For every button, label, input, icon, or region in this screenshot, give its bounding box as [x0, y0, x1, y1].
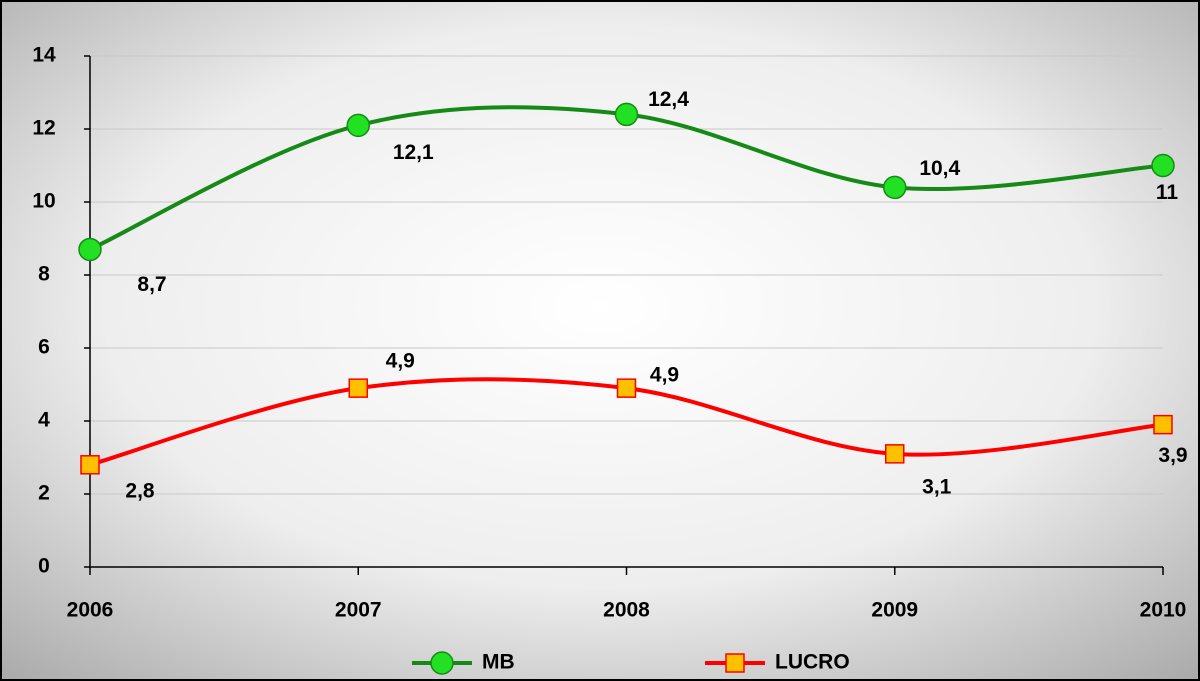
y-tick-label: 14: [32, 44, 56, 67]
y-tick-label: 6: [38, 336, 50, 359]
point: [348, 378, 368, 398]
x-tick-label: 2007: [335, 599, 382, 622]
point: [78, 237, 102, 262]
legend-label: LUCRO: [775, 651, 850, 674]
point: [1151, 153, 1175, 178]
x-tick-label: 2006: [67, 599, 114, 622]
x-tick-label: 2010: [1140, 599, 1187, 622]
point: [616, 378, 637, 398]
x-tick-label: 2009: [871, 599, 918, 622]
y-tick-label: 10: [32, 190, 55, 213]
point: [1153, 414, 1173, 435]
x-tick-label: 2008: [603, 599, 650, 622]
legend-marker: [725, 653, 745, 673]
legend-label: MB: [482, 651, 515, 674]
data-label: 12,4: [648, 88, 689, 111]
data-label: 11: [1156, 181, 1179, 204]
data-label: 8,7: [137, 273, 166, 296]
legend-marker: [430, 651, 454, 675]
data-label: 3,9: [1158, 444, 1187, 467]
y-tick-label: 8: [38, 263, 50, 286]
y-tick-label: 0: [38, 555, 50, 578]
point: [346, 113, 370, 138]
data-label: 2,8: [125, 479, 155, 502]
point: [883, 175, 907, 200]
point: [80, 455, 100, 475]
y-tick-label: 2: [38, 482, 50, 505]
data-label: 10,4: [919, 157, 960, 180]
data-label: 3,1: [922, 475, 952, 498]
data-label: 4,9: [650, 364, 679, 387]
y-tick-label: 4: [38, 409, 50, 432]
point: [885, 444, 905, 464]
data-label: 4,9: [386, 350, 415, 373]
y-tick-label: 12: [32, 117, 55, 140]
data-label: 12,1: [393, 141, 434, 164]
point: [614, 102, 639, 127]
